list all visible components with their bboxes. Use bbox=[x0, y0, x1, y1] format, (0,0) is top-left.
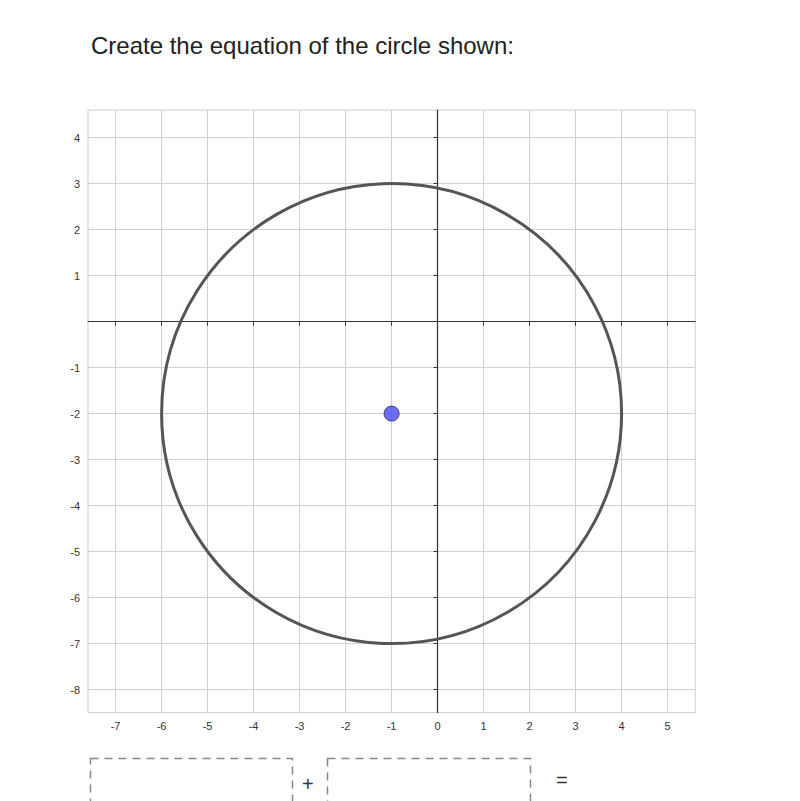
svg-text:=: = bbox=[556, 769, 568, 791]
svg-text:4: 4 bbox=[619, 720, 625, 732]
svg-text:-4: -4 bbox=[249, 720, 259, 732]
svg-text:-8: -8 bbox=[70, 684, 80, 696]
svg-text:-3: -3 bbox=[295, 720, 305, 732]
svg-text:-1: -1 bbox=[387, 720, 397, 732]
svg-text:-4: -4 bbox=[70, 500, 80, 512]
svg-text:2: 2 bbox=[527, 720, 533, 732]
svg-text:-7: -7 bbox=[70, 638, 80, 650]
svg-text:+: + bbox=[302, 773, 314, 795]
svg-text:-3: -3 bbox=[70, 454, 80, 466]
svg-text:3: 3 bbox=[74, 178, 80, 190]
svg-text:Create the equation of the cir: Create the equation of the circle shown: bbox=[91, 32, 514, 59]
svg-text:1: 1 bbox=[481, 720, 487, 732]
svg-text:-2: -2 bbox=[70, 408, 80, 420]
svg-text:3: 3 bbox=[573, 720, 579, 732]
svg-text:-6: -6 bbox=[70, 592, 80, 604]
svg-text:-5: -5 bbox=[70, 546, 80, 558]
svg-text:-7: -7 bbox=[111, 720, 121, 732]
svg-text:-6: -6 bbox=[157, 720, 167, 732]
svg-text:1: 1 bbox=[74, 270, 80, 282]
svg-text:-2: -2 bbox=[341, 720, 351, 732]
svg-text:5: 5 bbox=[665, 720, 671, 732]
svg-text:-1: -1 bbox=[70, 362, 80, 374]
svg-text:-5: -5 bbox=[203, 720, 213, 732]
svg-text:2: 2 bbox=[74, 224, 80, 236]
svg-text:4: 4 bbox=[74, 132, 80, 144]
svg-text:0: 0 bbox=[435, 720, 441, 732]
